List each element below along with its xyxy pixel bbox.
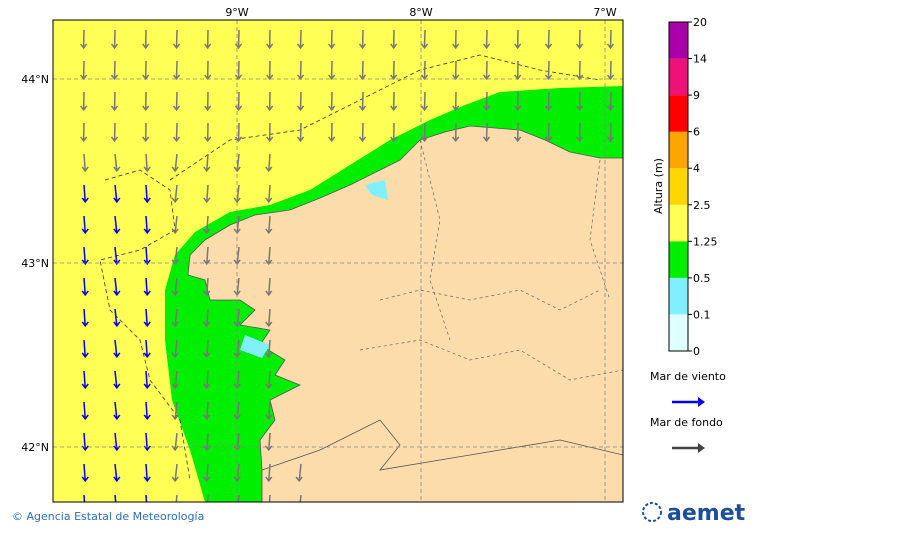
colorbar-segment: [669, 59, 688, 96]
legend: Mar de viento Mar de fondo: [650, 370, 726, 453]
colorbar-segment: [669, 278, 688, 315]
colorbar-label: 14: [693, 53, 707, 66]
arrow-head: [296, 508, 302, 512]
colorbar: 0 0.1 0.5 1.25 2.5 4 6 9 14 20 Altura (m): [652, 16, 718, 358]
legend-label: Mar de viento: [650, 370, 726, 383]
lat-label: 44°N: [21, 73, 49, 86]
colorbar-segment: [669, 314, 688, 351]
lat-label: 43°N: [21, 257, 49, 270]
lon-label: 9°W: [225, 6, 248, 19]
logo: aemet: [643, 501, 746, 526]
colorbar-label: 2.5: [693, 199, 711, 212]
colorbar-segment: [669, 205, 688, 242]
footer: © Agencia Estatal de Meteorología: [12, 510, 204, 523]
colorbar-segment: [669, 132, 688, 169]
colorbar-label: 0.1: [693, 308, 711, 321]
colorbar-label: 4: [693, 162, 700, 175]
logo-text: aemet: [667, 501, 746, 526]
lon-label: 8°W: [409, 6, 432, 19]
colorbar-title: Altura (m): [652, 158, 665, 214]
colorbar-label: 6: [693, 126, 700, 139]
legend-arrow-head: [698, 443, 705, 453]
legend-label: Mar de fondo: [650, 416, 723, 429]
arrow-head: [266, 508, 272, 512]
colorbar-label: 0.5: [693, 272, 711, 285]
lon-label: 7°W: [593, 6, 616, 19]
colorbar-label: 0: [693, 345, 700, 358]
arrow-head: [204, 508, 210, 512]
colorbar-label: 20: [693, 16, 707, 29]
colorbar-segment: [669, 95, 688, 132]
arrow-head: [234, 508, 240, 512]
map: [53, 20, 623, 512]
colorbar-label: 9: [693, 89, 700, 102]
colorbar-segment: [669, 22, 688, 59]
colorbar-segment: [669, 168, 688, 205]
legend-arrow-head: [698, 397, 705, 407]
colorbar-segment: [669, 241, 688, 278]
lat-label: 42°N: [21, 441, 49, 454]
colorbar-label: 1.25: [693, 235, 718, 248]
